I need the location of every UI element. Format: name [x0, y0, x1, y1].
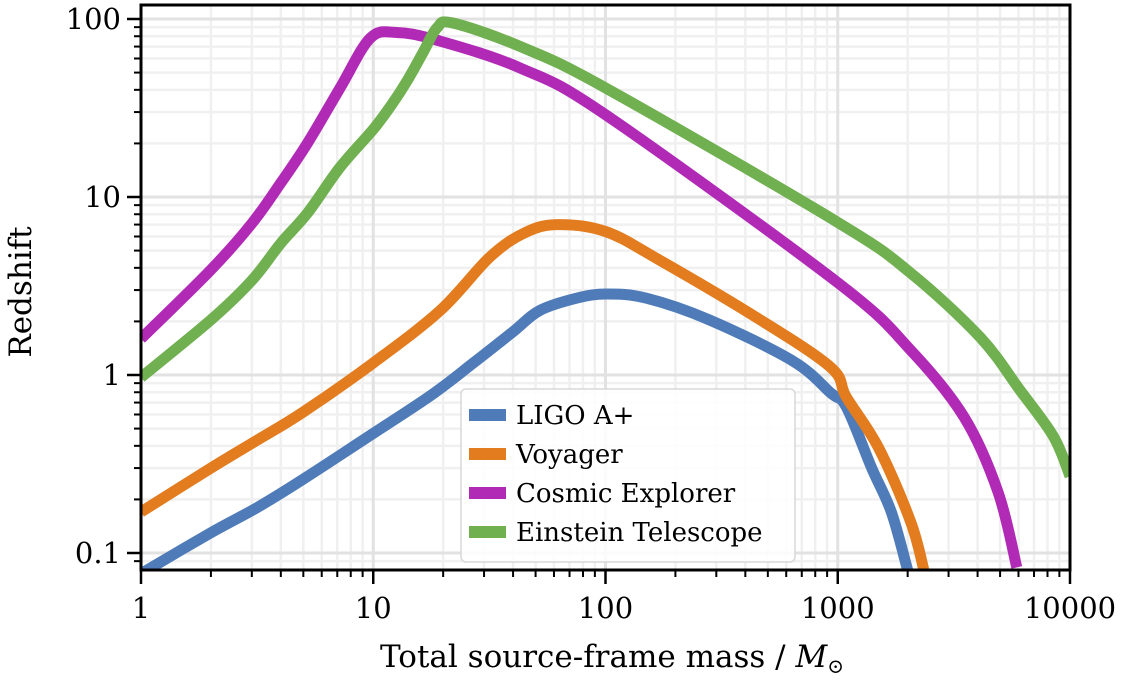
x-tick-label: 100 — [578, 591, 633, 625]
legend-frame — [460, 388, 796, 563]
axis-ticks — [127, 17, 1072, 584]
y-tick-labels: 0.1 1 10 100 — [66, 2, 121, 570]
x-axis-label: Total source-frame mass / M⊙ — [380, 639, 844, 678]
y-axis-label: Redshift — [3, 226, 39, 358]
legend-label: Einstein Telescope — [516, 518, 763, 548]
legend-item-ligo-a: LIGO A+ — [469, 401, 634, 431]
legend-swatch — [469, 409, 506, 421]
legend-item-einstein-telescope: Einstein Telescope — [469, 518, 763, 548]
legend-label: Cosmic Explorer — [516, 479, 736, 509]
x-tick-label: 1 — [132, 591, 150, 625]
x-tick-label: 10000 — [1024, 591, 1116, 625]
legend-item-cosmic-explorer: Cosmic Explorer — [469, 479, 736, 509]
series-line-cosmic-explorer — [141, 26, 1023, 569]
series-line-voyager — [141, 219, 930, 570]
legend: LIGO A+ Voyager Cosmic Explorer Einstein Te… — [460, 388, 796, 563]
x-tick-labels: 1 10 100 1000 10000 — [132, 591, 1116, 625]
x-tick-label: 10 — [355, 591, 392, 625]
series-layer — [141, 16, 1070, 570]
legend-swatch — [469, 526, 506, 538]
y-tick-label: 1 — [103, 358, 121, 392]
series-line-einstein-telescope — [141, 16, 1070, 479]
legend-swatch — [469, 448, 506, 460]
legend-swatch — [469, 487, 506, 499]
legend-item-voyager: Voyager — [469, 440, 623, 470]
x-tick-label: 1000 — [801, 591, 875, 625]
legend-label: Voyager — [515, 440, 623, 470]
y-tick-label: 10 — [84, 180, 121, 214]
legend-label: LIGO A+ — [516, 401, 634, 431]
y-tick-label: 0.1 — [75, 536, 121, 570]
y-tick-label: 100 — [66, 2, 121, 36]
